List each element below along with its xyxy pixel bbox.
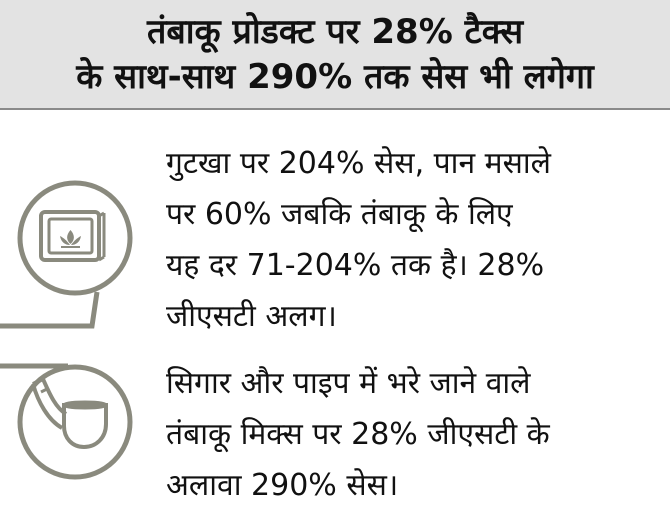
description-line: पर 60% जबकि तंबाकू के लिए [166,197,513,232]
headline-banner: तंबाकू प्रोडक्ट पर 28% टैक्स के साथ-साथ … [0,0,670,110]
gutkha-packet-icon [0,180,133,329]
smoking-pipe-icon [0,363,133,480]
description-line: सिगार और पाइप में भरे जाने वाले [166,366,531,401]
headline-line-2: के साथ-साथ 290% तक सेस भी लगेगा [76,57,594,97]
description-line: यह दर 71-204% तक है। 28% [166,248,545,283]
cigar-pipe-description: सिगार और पाइप में भरे जाने वाले तंबाकू म… [166,358,550,511]
description-line: जीएसटी अलग। [166,299,337,334]
description-line: अलावा 290% सेस। [166,468,399,503]
gutkha-description: गुटखा पर 204% सेस, पान मसाले पर 60% जबकि… [166,138,551,342]
description-line: गुटखा पर 204% सेस, पान मसाले [166,146,551,181]
headline-line-1: तंबाकू प्रोडक्ट पर 28% टैक्स [146,12,524,52]
description-line: तंबाकू मिक्स पर 28% जीएसटी के [166,417,550,452]
